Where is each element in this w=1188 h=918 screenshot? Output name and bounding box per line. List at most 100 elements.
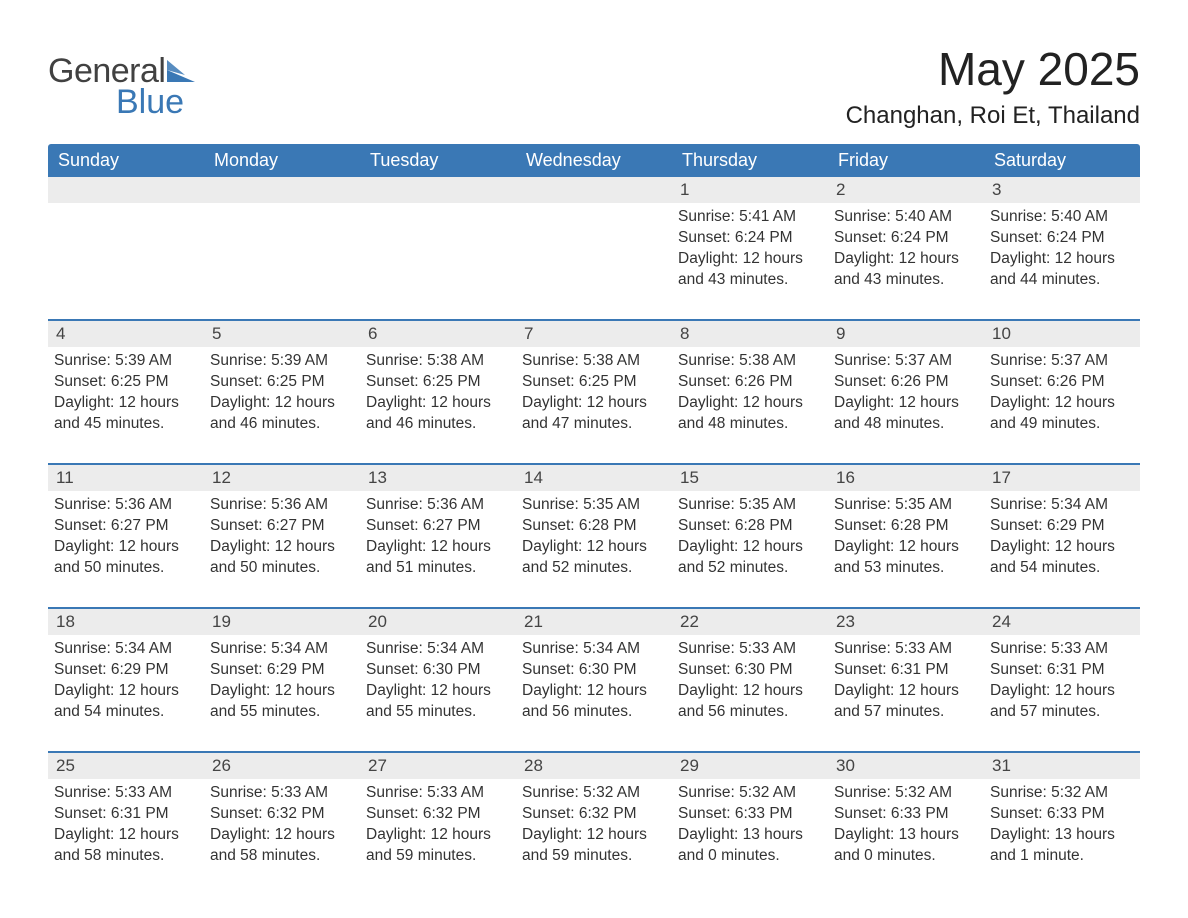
sunset-text: Sunset: 6:30 PM [678,660,822,681]
daylight-text: Daylight: 12 hours and 50 minutes. [54,537,198,579]
daylight-text: Daylight: 12 hours and 43 minutes. [834,249,978,291]
day-number: 16 [828,465,984,491]
sunset-text: Sunset: 6:31 PM [834,660,978,681]
daylight-text: Daylight: 12 hours and 50 minutes. [210,537,354,579]
sunrise-text: Sunrise: 5:33 AM [678,639,822,660]
day-number [516,177,672,203]
daylight-text: Daylight: 12 hours and 57 minutes. [990,681,1134,723]
sunrise-text: Sunrise: 5:33 AM [990,639,1134,660]
day-number: 8 [672,321,828,347]
day-number: 27 [360,753,516,779]
sunset-text: Sunset: 6:33 PM [678,804,822,825]
week-row: 25Sunrise: 5:33 AMSunset: 6:31 PMDayligh… [48,751,1140,881]
day-body: Sunrise: 5:37 AMSunset: 6:26 PMDaylight:… [984,347,1140,437]
day-number: 23 [828,609,984,635]
daylight-text: Daylight: 12 hours and 51 minutes. [366,537,510,579]
daylight-text: Daylight: 12 hours and 52 minutes. [522,537,666,579]
sunset-text: Sunset: 6:25 PM [54,372,198,393]
day-cell: 28Sunrise: 5:32 AMSunset: 6:32 PMDayligh… [516,753,672,881]
sunrise-text: Sunrise: 5:41 AM [678,207,822,228]
sunrise-text: Sunrise: 5:34 AM [990,495,1134,516]
sunset-text: Sunset: 6:26 PM [834,372,978,393]
daylight-text: Daylight: 12 hours and 57 minutes. [834,681,978,723]
location-subtitle: Changhan, Roi Et, Thailand [846,102,1140,130]
daylight-text: Daylight: 12 hours and 54 minutes. [54,681,198,723]
day-number: 17 [984,465,1140,491]
day-body: Sunrise: 5:40 AMSunset: 6:24 PMDaylight:… [828,203,984,293]
week-row: 11Sunrise: 5:36 AMSunset: 6:27 PMDayligh… [48,463,1140,593]
day-body: Sunrise: 5:34 AMSunset: 6:29 PMDaylight:… [984,491,1140,581]
day-body: Sunrise: 5:38 AMSunset: 6:26 PMDaylight:… [672,347,828,437]
daylight-text: Daylight: 13 hours and 0 minutes. [834,825,978,867]
logo-text-sub: Blue [116,83,184,122]
sunrise-text: Sunrise: 5:33 AM [54,783,198,804]
daylight-text: Daylight: 12 hours and 49 minutes. [990,393,1134,435]
sunrise-text: Sunrise: 5:38 AM [522,351,666,372]
day-body: Sunrise: 5:32 AMSunset: 6:33 PMDaylight:… [672,779,828,869]
day-cell: 11Sunrise: 5:36 AMSunset: 6:27 PMDayligh… [48,465,204,593]
day-body: Sunrise: 5:33 AMSunset: 6:31 PMDaylight:… [48,779,204,869]
day-number: 20 [360,609,516,635]
day-body: Sunrise: 5:38 AMSunset: 6:25 PMDaylight:… [516,347,672,437]
day-cell: 24Sunrise: 5:33 AMSunset: 6:31 PMDayligh… [984,609,1140,737]
sunrise-text: Sunrise: 5:35 AM [834,495,978,516]
sunrise-text: Sunrise: 5:36 AM [210,495,354,516]
weekday-header: Sunday [48,144,204,177]
day-number: 28 [516,753,672,779]
daylight-text: Daylight: 12 hours and 55 minutes. [366,681,510,723]
day-number: 31 [984,753,1140,779]
day-body: Sunrise: 5:34 AMSunset: 6:29 PMDaylight:… [48,635,204,725]
day-body: Sunrise: 5:35 AMSunset: 6:28 PMDaylight:… [516,491,672,581]
day-body: Sunrise: 5:38 AMSunset: 6:25 PMDaylight:… [360,347,516,437]
sunset-text: Sunset: 6:32 PM [210,804,354,825]
sunset-text: Sunset: 6:24 PM [990,228,1134,249]
sunset-text: Sunset: 6:29 PM [210,660,354,681]
sunrise-text: Sunrise: 5:32 AM [522,783,666,804]
daylight-text: Daylight: 12 hours and 48 minutes. [834,393,978,435]
day-cell: 1Sunrise: 5:41 AMSunset: 6:24 PMDaylight… [672,177,828,305]
day-cell: 19Sunrise: 5:34 AMSunset: 6:29 PMDayligh… [204,609,360,737]
day-number: 4 [48,321,204,347]
day-cell [516,177,672,305]
day-cell: 17Sunrise: 5:34 AMSunset: 6:29 PMDayligh… [984,465,1140,593]
daylight-text: Daylight: 12 hours and 53 minutes. [834,537,978,579]
day-number: 25 [48,753,204,779]
day-cell: 29Sunrise: 5:32 AMSunset: 6:33 PMDayligh… [672,753,828,881]
sunrise-text: Sunrise: 5:39 AM [54,351,198,372]
day-body: Sunrise: 5:32 AMSunset: 6:33 PMDaylight:… [828,779,984,869]
day-body: Sunrise: 5:41 AMSunset: 6:24 PMDaylight:… [672,203,828,293]
day-body: Sunrise: 5:37 AMSunset: 6:26 PMDaylight:… [828,347,984,437]
day-number: 7 [516,321,672,347]
sunset-text: Sunset: 6:29 PM [54,660,198,681]
daylight-text: Daylight: 12 hours and 47 minutes. [522,393,666,435]
day-cell: 16Sunrise: 5:35 AMSunset: 6:28 PMDayligh… [828,465,984,593]
day-cell: 21Sunrise: 5:34 AMSunset: 6:30 PMDayligh… [516,609,672,737]
day-number [48,177,204,203]
sunset-text: Sunset: 6:26 PM [990,372,1134,393]
sunset-text: Sunset: 6:24 PM [678,228,822,249]
day-body: Sunrise: 5:36 AMSunset: 6:27 PMDaylight:… [360,491,516,581]
sunset-text: Sunset: 6:28 PM [678,516,822,537]
sunrise-text: Sunrise: 5:40 AM [990,207,1134,228]
sunrise-text: Sunrise: 5:34 AM [210,639,354,660]
day-body: Sunrise: 5:32 AMSunset: 6:32 PMDaylight:… [516,779,672,869]
sunset-text: Sunset: 6:27 PM [210,516,354,537]
sunset-text: Sunset: 6:33 PM [834,804,978,825]
weekday-header: Friday [828,144,984,177]
day-cell: 7Sunrise: 5:38 AMSunset: 6:25 PMDaylight… [516,321,672,449]
day-number: 2 [828,177,984,203]
sunset-text: Sunset: 6:27 PM [54,516,198,537]
day-number: 12 [204,465,360,491]
day-body: Sunrise: 5:36 AMSunset: 6:27 PMDaylight:… [48,491,204,581]
day-body: Sunrise: 5:34 AMSunset: 6:29 PMDaylight:… [204,635,360,725]
sunrise-text: Sunrise: 5:33 AM [834,639,978,660]
day-cell: 10Sunrise: 5:37 AMSunset: 6:26 PMDayligh… [984,321,1140,449]
weekday-header: Saturday [984,144,1140,177]
sunrise-text: Sunrise: 5:35 AM [522,495,666,516]
day-cell: 30Sunrise: 5:32 AMSunset: 6:33 PMDayligh… [828,753,984,881]
day-body: Sunrise: 5:34 AMSunset: 6:30 PMDaylight:… [516,635,672,725]
logo: General Blue [48,24,195,122]
sunset-text: Sunset: 6:25 PM [366,372,510,393]
day-cell: 25Sunrise: 5:33 AMSunset: 6:31 PMDayligh… [48,753,204,881]
daylight-text: Daylight: 12 hours and 59 minutes. [522,825,666,867]
